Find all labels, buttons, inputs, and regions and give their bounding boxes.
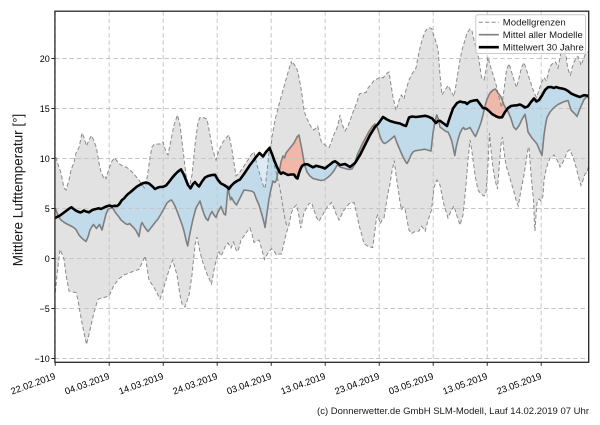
svg-text:Mittlere Lufttemperatur [°]: Mittlere Lufttemperatur [°] [11,114,26,266]
svg-text:0: 0 [45,254,50,264]
svg-text:Modellgrenzen: Modellgrenzen [503,17,566,28]
svg-text:Mittelwert 30 Jahre: Mittelwert 30 Jahre [503,42,584,53]
svg-text:15: 15 [40,104,50,114]
svg-text:−5: −5 [40,304,50,314]
svg-text:Mittel aller Modelle: Mittel aller Modelle [503,30,583,41]
svg-text:5: 5 [45,204,50,214]
svg-text:−10: −10 [35,354,50,364]
svg-text:10: 10 [40,154,50,164]
svg-text:(c) Donnerwetter.de GmbH SLM-M: (c) Donnerwetter.de GmbH SLM-Modell, Lau… [317,406,589,417]
svg-text:20: 20 [40,54,50,64]
